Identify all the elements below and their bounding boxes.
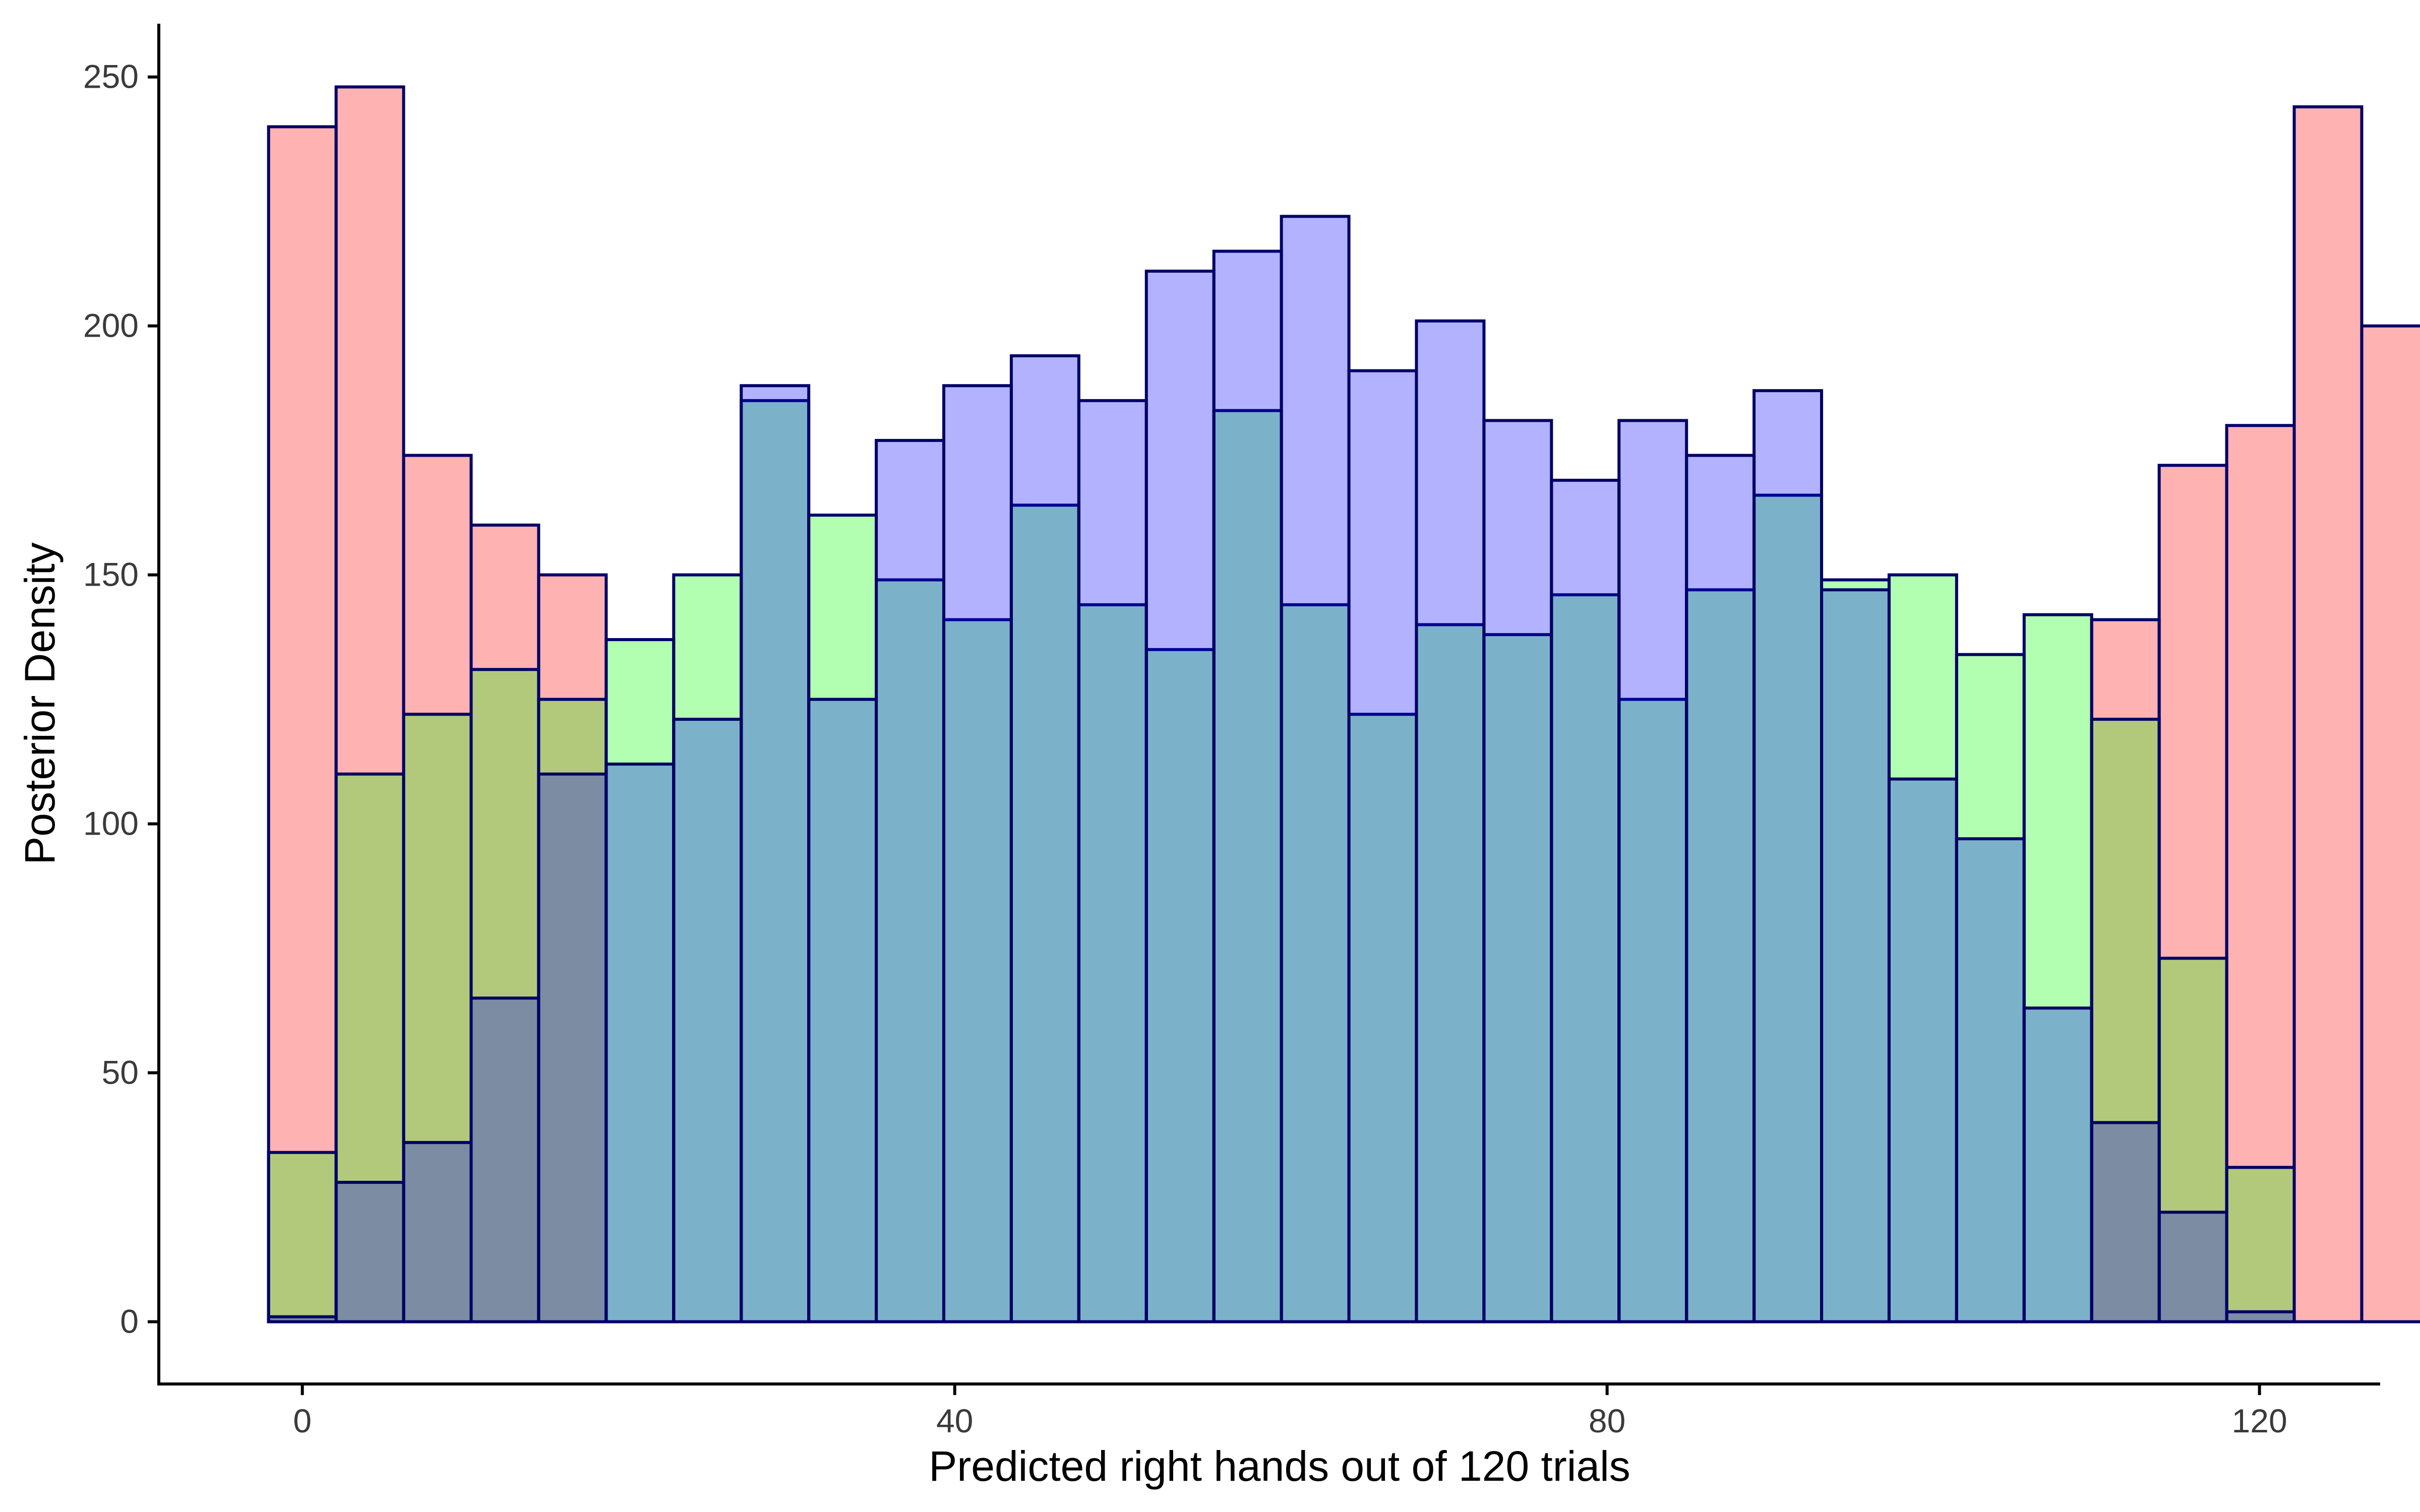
- bar-series-3-bin-29: [2157, 1211, 2228, 1324]
- y-tick-label: 200: [83, 307, 139, 344]
- bar-series-3-bin-20: [1550, 478, 1621, 1324]
- bar-series-3-bin-10: [875, 438, 945, 1324]
- x-tick-label: 0: [293, 1402, 312, 1439]
- bar-series-3-bin-15: [1212, 249, 1283, 1324]
- bar-series-2-bin-1: [267, 1151, 338, 1324]
- bar-series-1-bin-3: [402, 454, 473, 1324]
- bar-series-2-bin-15: [1212, 409, 1283, 1324]
- bar-series-3-bin-17: [1347, 369, 1418, 1324]
- bar-series-3-bin-14: [1144, 269, 1216, 1324]
- bar-series-3-bin-3: [402, 1141, 473, 1324]
- bar-series-3-bin-28: [2090, 1121, 2161, 1324]
- x-axis-ticks: 0 40 80 120: [293, 1384, 2287, 1439]
- y-tick-label: 150: [83, 556, 139, 593]
- bar-series-3-bin-13: [1077, 399, 1148, 1324]
- bars-layer: [267, 85, 2420, 1324]
- bar-series-2-bin-4: [469, 668, 540, 1324]
- bar-series-3-bin-7: [672, 718, 743, 1324]
- bar-series-3-bin-24: [1820, 588, 1891, 1324]
- bar-series-2-bin-22: [1685, 588, 1756, 1324]
- bar-series-3-bin-19: [1482, 419, 1553, 1324]
- bar-series-1-bin-1: [267, 125, 338, 1324]
- bar-series-3-bin-6: [604, 763, 676, 1324]
- bar-series-3-bin-5: [537, 772, 608, 1324]
- y-tick-label: 250: [83, 58, 139, 95]
- bar-series-3-bin-23: [1752, 389, 1824, 1324]
- bar-series-3-bin-1: [267, 1315, 338, 1324]
- bar-series-3-bin-27: [2022, 1006, 2093, 1324]
- bar-series-2-bin-8: [740, 399, 811, 1324]
- bar-series-2-bin-23: [1752, 493, 1824, 1324]
- bar-series-3-bin-8: [740, 384, 811, 1324]
- y-tick-label: 50: [102, 1054, 139, 1091]
- bar-series-3-bin-25: [1887, 777, 1958, 1324]
- bar-series-2-bin-14: [1144, 648, 1216, 1324]
- bar-series-3-bin-22: [1685, 454, 1756, 1324]
- bar-series-2-bin-16: [1280, 603, 1351, 1324]
- bar-series-3-bin-30: [2225, 1310, 2296, 1324]
- bar-series-2-bin-13: [1077, 603, 1148, 1324]
- bar-series-1-bin-2: [334, 85, 405, 1324]
- x-tick-label: 40: [936, 1402, 973, 1439]
- bar-series-2-bin-30: [2225, 1166, 2296, 1324]
- bar-series-2-bin-2: [334, 772, 405, 1324]
- bar-series-3-bin-16: [1280, 215, 1351, 1324]
- y-tick-label: 100: [83, 805, 139, 842]
- bar-series-2-bin-17: [1347, 713, 1418, 1324]
- y-axis-title: Posterior Density: [16, 542, 64, 865]
- bar-series-1-bin-32: [2360, 324, 2420, 1324]
- bar-series-3-bin-9: [807, 698, 878, 1324]
- bar-series-3-bin-4: [469, 996, 540, 1324]
- bar-series-2-bin-25: [1887, 573, 1958, 1324]
- bar-series-1-bin-31: [2292, 105, 2364, 1324]
- bar-series-3-bin-18: [1415, 319, 1486, 1324]
- y-tick-label: 0: [120, 1303, 139, 1340]
- x-tick-label: 80: [1589, 1402, 1625, 1439]
- bar-series-3-bin-26: [1955, 837, 2026, 1324]
- x-axis-title: Predicted right hands out of 120 trials: [929, 1442, 1630, 1490]
- y-axis-ticks: 0 50 100 150 200 250: [83, 58, 159, 1340]
- bar-series-2-bin-6: [604, 638, 676, 1324]
- x-tick-label: 120: [2232, 1402, 2287, 1439]
- bar-series-3-bin-2: [334, 1180, 405, 1324]
- bar-series-3-bin-11: [942, 384, 1013, 1324]
- bar-series-3-bin-21: [1617, 419, 1688, 1324]
- bar-series-3-bin-12: [1009, 354, 1080, 1324]
